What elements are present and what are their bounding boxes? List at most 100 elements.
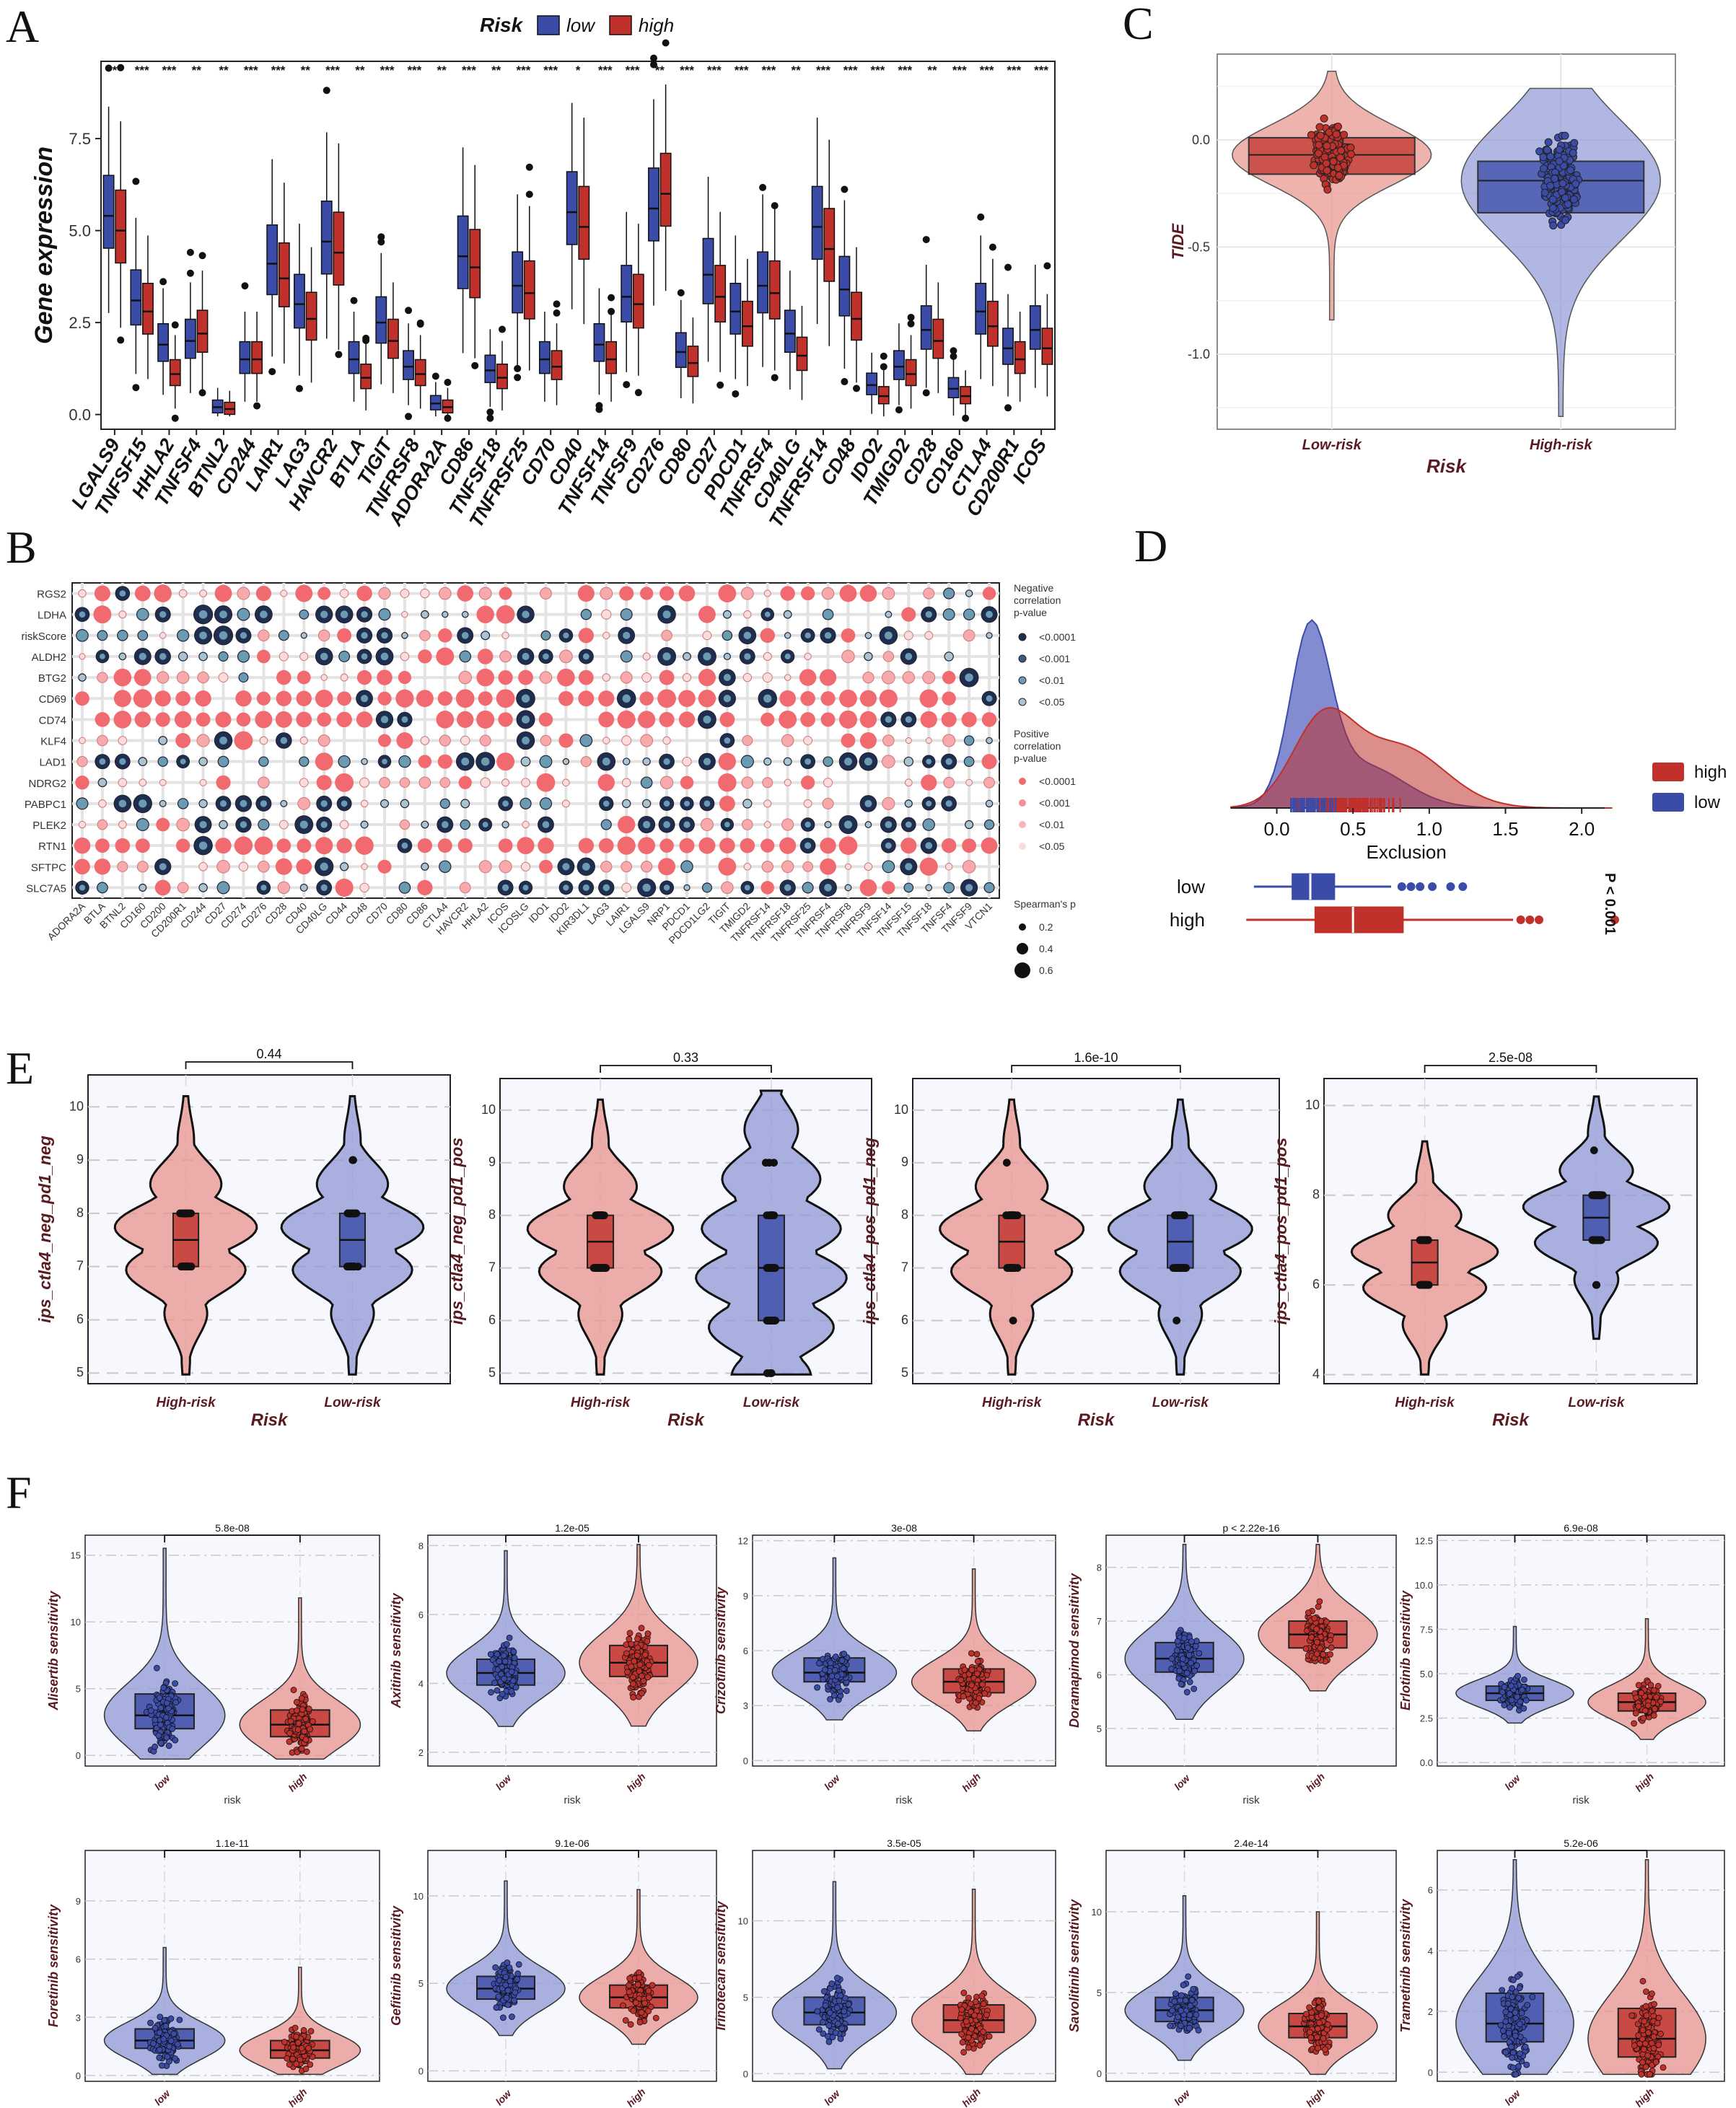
bubble-positive [839, 689, 857, 708]
outlier-point [186, 248, 194, 256]
jitter-point [814, 2008, 821, 2015]
bubble-negative [965, 589, 973, 597]
bubble-negative [723, 652, 731, 661]
jitter-point [1323, 141, 1331, 150]
bubble-positive [779, 710, 797, 729]
jitter-point [641, 1651, 649, 1659]
significance-label: *** [626, 63, 640, 77]
bubble-negative [844, 884, 852, 892]
outlier-point [716, 381, 724, 389]
bubble-positive [598, 711, 615, 728]
bubble-negative [97, 882, 108, 894]
bubble-negative-core [563, 884, 569, 891]
box-high [1014, 341, 1026, 374]
jitter-point [1635, 1682, 1642, 1689]
legend-neg-title: Negative [1014, 582, 1053, 594]
jitter-point [960, 1693, 967, 1700]
jitter-point [827, 1659, 834, 1666]
jitter-point [1174, 1638, 1181, 1645]
bubble-positive [943, 776, 955, 789]
bubble-negative-core [926, 800, 932, 807]
outlier-point [498, 325, 506, 333]
jitter-point [499, 1664, 505, 1670]
bubble-negative-core [663, 821, 670, 828]
bubble-negative-core [784, 653, 791, 660]
bubble-positive [297, 670, 311, 685]
bubble-negative [783, 757, 792, 766]
bubble-positive [498, 712, 513, 727]
box-low [838, 255, 851, 317]
bubble-positive [981, 754, 997, 770]
jitter-point [290, 1687, 297, 1693]
jitter-point [1305, 1609, 1312, 1616]
legend-neg-label: <0.0001 [1039, 631, 1076, 643]
bubble-positive [678, 585, 696, 602]
legend-neg-title: correlation [1014, 594, 1061, 606]
x-tick-label: 0.5 [1340, 818, 1366, 840]
jitter-point [1632, 1710, 1639, 1717]
jitter-point [157, 1739, 165, 1747]
bubble-positive [658, 858, 676, 876]
jitter-point [1191, 1685, 1198, 1692]
bubble-positive [540, 587, 552, 600]
bubble-negative [983, 819, 995, 830]
bubble-negative-core [582, 862, 590, 871]
bubble-negative [579, 734, 593, 747]
legend-size-label: 0.6 [1039, 965, 1053, 976]
bubble-positive [335, 773, 354, 792]
bubble-positive [923, 587, 935, 600]
bubble-positive [520, 861, 531, 871]
bubble-positive [94, 585, 110, 602]
bubble-negative-core [521, 694, 530, 703]
jitter-point [1176, 1667, 1183, 1674]
jitter-point [1323, 1618, 1330, 1625]
bubble-positive [360, 799, 369, 808]
bubble-negative [823, 756, 833, 767]
bubble-positive [743, 863, 752, 871]
outlier-point [553, 300, 561, 308]
jitter-point [172, 1680, 179, 1687]
jitter-point [1540, 188, 1549, 197]
bubble-negative-core [986, 610, 993, 618]
y-tick-label: 7 [488, 1260, 496, 1275]
bubble-negative-core [663, 884, 670, 891]
bubble-negative-core [461, 757, 470, 766]
jitter-point [286, 1738, 293, 1745]
bubble-negative-core [522, 884, 529, 891]
bubble-positive [821, 587, 835, 600]
outlier-point [988, 243, 996, 251]
jitter-point [294, 2039, 302, 2046]
jitter-point [835, 1684, 841, 1691]
bubble-negative [683, 652, 691, 661]
jitter-point [645, 1988, 652, 1995]
bubble-negative-core [885, 821, 893, 828]
bubble-negative [600, 819, 612, 830]
bubble-positive [601, 609, 612, 620]
jitter-point [155, 1732, 162, 1739]
box-low [893, 350, 905, 380]
box-high [605, 341, 618, 374]
jitter-point [495, 1993, 502, 2001]
jitter-point [820, 1988, 828, 1995]
bubble-positive [657, 689, 676, 708]
bubble-negative [822, 608, 834, 620]
bubble-negative-core [642, 820, 651, 829]
bubble-positive [256, 691, 271, 706]
bubble-positive [841, 628, 856, 643]
outlier-point [1004, 404, 1012, 412]
y-tick-label: 6 [743, 1646, 748, 1656]
bubble-negative-core [522, 652, 530, 661]
legend-pos-label: <0.001 [1039, 797, 1070, 809]
jitter-point [834, 2020, 841, 2027]
bubble-positive [981, 837, 998, 854]
jitter-point [303, 1748, 310, 1755]
box-high [823, 208, 836, 282]
bubble-positive [198, 862, 208, 871]
jitter-point [1641, 1707, 1649, 1714]
bubble-negative [622, 799, 631, 809]
bubble-positive [879, 689, 898, 708]
bubble-negative-core [401, 716, 408, 723]
jitter-point [503, 1641, 510, 1648]
bubble-positive [496, 605, 515, 624]
bubble-positive [155, 712, 170, 727]
